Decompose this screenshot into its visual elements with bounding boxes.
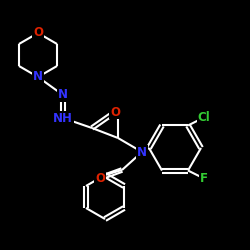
Text: N: N bbox=[137, 146, 147, 158]
Text: O: O bbox=[33, 26, 43, 40]
Text: N: N bbox=[58, 88, 68, 102]
Text: N: N bbox=[33, 70, 43, 84]
Text: Cl: Cl bbox=[198, 111, 210, 124]
Text: F: F bbox=[200, 172, 208, 185]
Text: O: O bbox=[110, 106, 120, 118]
Text: O: O bbox=[95, 172, 105, 184]
Text: NH: NH bbox=[53, 112, 73, 124]
